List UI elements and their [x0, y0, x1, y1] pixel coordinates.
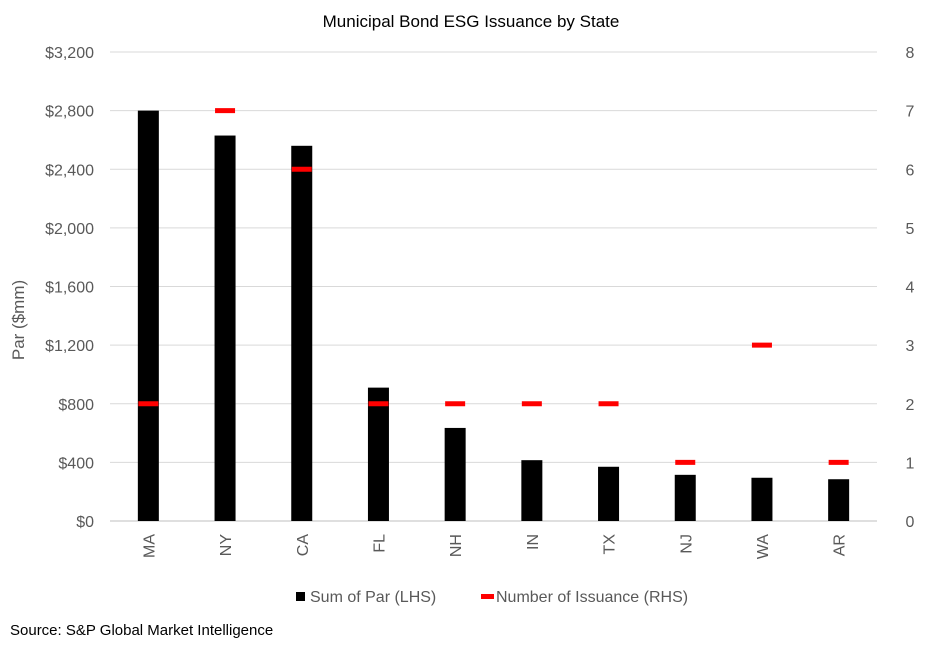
bar-wa: [751, 477, 773, 521]
bar-in: [521, 460, 543, 521]
source-note: Source: S&P Global Market Intelligence: [10, 622, 274, 639]
marker-ny: [215, 108, 236, 114]
y2-tick-label: 1: [906, 455, 915, 472]
x-tick-label: IN: [525, 534, 542, 550]
x-tick-label: NH: [448, 534, 465, 557]
marker-tx: [598, 401, 619, 407]
x-tick-label: CA: [295, 534, 312, 557]
y-tick-label: $800: [58, 397, 94, 414]
x-tick-label: MA: [141, 534, 158, 558]
bar-nj: [674, 474, 696, 521]
marker-fl: [368, 401, 389, 407]
y2-tick-label: 3: [906, 338, 915, 355]
y-tick-label: $0: [76, 514, 94, 531]
y-axis-label: Par ($mm): [9, 280, 28, 360]
legend-label-issuance: Number of Issuance (RHS): [496, 589, 688, 606]
x-tick-label: NY: [218, 534, 235, 557]
y-tick-label: $400: [58, 455, 94, 472]
legend-label-par: Sum of Par (LHS): [310, 589, 436, 606]
marker-in: [521, 401, 542, 407]
y-tick-label: $2,800: [45, 104, 94, 121]
bar-ar: [828, 479, 850, 521]
x-tick-label: NJ: [678, 534, 695, 554]
marker-ca: [291, 166, 312, 172]
x-tick-label: FL: [371, 534, 388, 553]
y2-tick-label: 0: [906, 514, 915, 531]
x-tick-label: TX: [602, 534, 619, 555]
y2-tick-label: 6: [906, 162, 915, 179]
x-tick-label: AR: [832, 534, 849, 556]
bar-ny: [214, 135, 236, 521]
legend-swatch-par: [296, 592, 305, 601]
marker-ma: [138, 401, 159, 407]
y-tick-label: $2,000: [45, 221, 94, 238]
marker-nj: [675, 459, 696, 465]
x-tick-label: WA: [755, 534, 772, 560]
y2-tick-label: 4: [906, 280, 915, 297]
bar-ca: [291, 145, 313, 522]
y-tick-label: $2,400: [45, 162, 94, 179]
y-tick-label: $3,200: [45, 45, 94, 62]
bar-nh: [444, 427, 466, 521]
bar-tx: [598, 466, 620, 521]
y2-tick-label: 7: [906, 104, 915, 121]
bar-ma: [137, 110, 159, 521]
marker-nh: [445, 401, 466, 407]
legend-swatch-issuance: [481, 594, 494, 599]
marker-wa: [751, 342, 772, 348]
chart-title: Municipal Bond ESG Issuance by State: [323, 12, 620, 31]
bar-fl: [367, 387, 389, 521]
y-tick-label: $1,200: [45, 338, 94, 355]
y-tick-label: $1,600: [45, 280, 94, 297]
marker-ar: [828, 459, 849, 465]
y2-tick-label: 8: [906, 45, 915, 62]
y2-tick-label: 2: [906, 397, 915, 414]
y2-tick-label: 5: [906, 221, 915, 238]
